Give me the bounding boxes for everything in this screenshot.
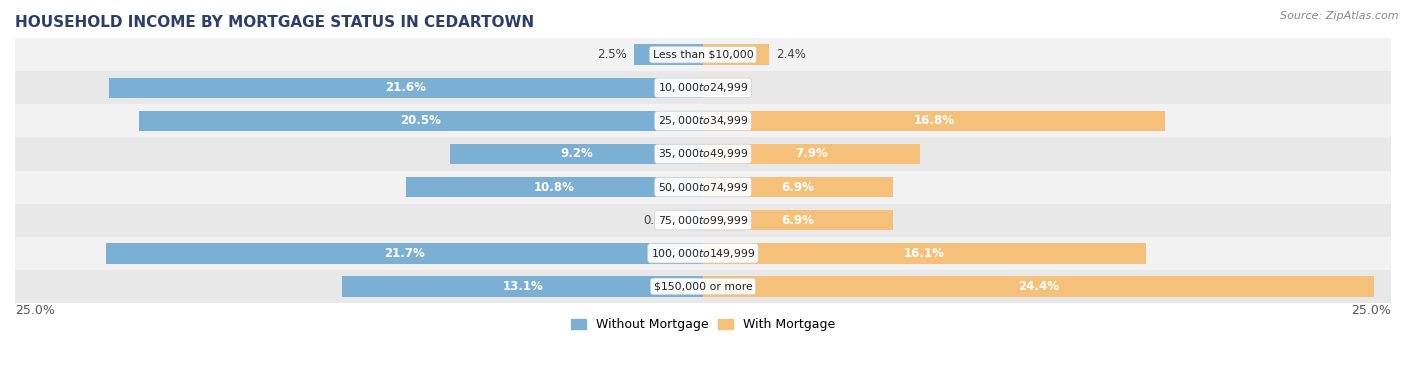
Text: 25.0%: 25.0% [15, 304, 55, 316]
Bar [15, 138, 1391, 170]
Bar [703, 144, 921, 164]
Text: $150,000 or more: $150,000 or more [654, 281, 752, 291]
Bar [703, 44, 769, 65]
Text: HOUSEHOLD INCOME BY MORTGAGE STATUS IN CEDARTOWN: HOUSEHOLD INCOME BY MORTGAGE STATUS IN C… [15, 15, 534, 30]
Text: $35,000 to $49,999: $35,000 to $49,999 [658, 147, 748, 161]
Text: $10,000 to $24,999: $10,000 to $24,999 [658, 81, 748, 94]
Bar [15, 38, 1391, 71]
Bar [703, 243, 1146, 263]
Text: 2.4%: 2.4% [776, 48, 806, 61]
Text: 0.0%: 0.0% [710, 81, 740, 94]
Text: $50,000 to $74,999: $50,000 to $74,999 [658, 181, 748, 194]
Bar [406, 177, 703, 197]
Bar [703, 177, 893, 197]
Bar [703, 276, 1375, 297]
Text: $75,000 to $99,999: $75,000 to $99,999 [658, 214, 748, 227]
Text: 9.2%: 9.2% [560, 147, 593, 161]
Text: 21.6%: 21.6% [385, 81, 426, 94]
Text: 16.8%: 16.8% [914, 115, 955, 127]
Bar [15, 170, 1391, 204]
Text: 20.5%: 20.5% [401, 115, 441, 127]
Text: 21.7%: 21.7% [384, 247, 425, 260]
Bar [343, 276, 703, 297]
Text: 24.4%: 24.4% [1018, 280, 1059, 293]
Bar [139, 111, 703, 131]
Bar [15, 270, 1391, 303]
Text: 6.9%: 6.9% [782, 181, 814, 194]
Bar [15, 104, 1391, 138]
Bar [688, 210, 703, 231]
Legend: Without Mortgage, With Mortgage: Without Mortgage, With Mortgage [565, 313, 841, 336]
Text: 13.1%: 13.1% [502, 280, 543, 293]
Text: 2.5%: 2.5% [598, 48, 627, 61]
Text: 25.0%: 25.0% [1351, 304, 1391, 316]
Text: 0.56%: 0.56% [644, 214, 681, 227]
Bar [105, 243, 703, 263]
Text: 16.1%: 16.1% [904, 247, 945, 260]
Text: Source: ZipAtlas.com: Source: ZipAtlas.com [1281, 11, 1399, 21]
Text: $100,000 to $149,999: $100,000 to $149,999 [651, 247, 755, 260]
Text: 7.9%: 7.9% [796, 147, 828, 161]
Bar [15, 237, 1391, 270]
Bar [15, 204, 1391, 237]
Text: $25,000 to $34,999: $25,000 to $34,999 [658, 115, 748, 127]
Bar [634, 44, 703, 65]
Text: Less than $10,000: Less than $10,000 [652, 50, 754, 60]
Bar [450, 144, 703, 164]
Bar [15, 71, 1391, 104]
Text: 6.9%: 6.9% [782, 214, 814, 227]
Bar [108, 77, 703, 98]
Bar [703, 111, 1166, 131]
Bar [703, 210, 893, 231]
Text: 10.8%: 10.8% [534, 181, 575, 194]
